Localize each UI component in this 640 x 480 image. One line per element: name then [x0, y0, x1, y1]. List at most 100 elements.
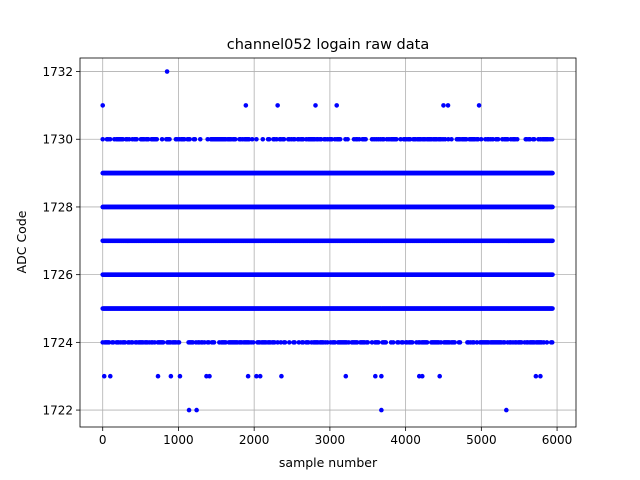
data-point: [409, 340, 415, 345]
data-point: [383, 340, 389, 345]
data-point: [159, 136, 165, 142]
data-point: [474, 340, 480, 345]
data-point: [531, 136, 537, 142]
data-point: [549, 340, 555, 345]
data-point: [452, 340, 457, 345]
data-point: [100, 136, 106, 142]
data-point: [260, 136, 266, 142]
data-point: [400, 340, 406, 345]
data-point: [245, 373, 251, 379]
data-point: [155, 373, 161, 379]
data-point: [211, 340, 217, 345]
data-point: [505, 136, 510, 142]
data-point: [292, 340, 297, 345]
data-point: [254, 136, 259, 142]
data-point: [475, 136, 481, 142]
y-tick-label: 1730: [42, 133, 73, 147]
data-point: [398, 136, 403, 142]
data-point: [346, 340, 351, 345]
data-point: [281, 136, 287, 142]
data-point: [329, 136, 335, 142]
data-point: [446, 136, 451, 142]
data-point: [176, 340, 182, 345]
data-point: [278, 340, 284, 345]
data-point: [249, 136, 255, 142]
data-point: [550, 204, 555, 210]
data-point: [100, 103, 106, 108]
data-point: [202, 340, 207, 345]
data-point: [369, 340, 375, 345]
x-tick-label: 3000: [315, 433, 346, 447]
data-point: [550, 306, 555, 311]
plot-frame: [79, 57, 577, 428]
data-point: [182, 136, 187, 142]
data-point: [154, 136, 160, 142]
data-point: [343, 373, 349, 379]
data-point: [246, 136, 252, 142]
data-point: [296, 340, 302, 345]
data-point: [232, 136, 238, 142]
data-point: [544, 340, 550, 345]
data-point: [442, 136, 448, 142]
data-point: [445, 103, 451, 108]
data-point: [376, 340, 381, 345]
data-point: [527, 136, 533, 142]
data-point: [533, 373, 539, 379]
data-point: [223, 340, 228, 345]
data-point: [122, 340, 128, 345]
data-point: [279, 373, 284, 379]
data-point: [194, 407, 199, 413]
data-point: [337, 136, 343, 142]
data-point: [438, 340, 444, 345]
x-tick-label: 4000: [390, 433, 421, 447]
y-tick-label: 1728: [42, 200, 73, 214]
data-point: [504, 407, 509, 413]
y-tick-label: 1722: [42, 404, 73, 418]
axis-ticks: 0 1000 2000 3000 4000 5000 6000 1722 1724 1726 172…: [42, 65, 572, 447]
data-point: [334, 103, 340, 108]
data-point: [514, 136, 520, 142]
data-point: [292, 136, 297, 142]
x-tick-label: 5000: [466, 433, 497, 447]
data-point: [381, 136, 386, 142]
data-point: [167, 136, 172, 142]
data-point: [318, 136, 324, 142]
data-point: [306, 340, 311, 345]
data-point: [345, 136, 350, 142]
y-tick-label: 1724: [42, 336, 73, 350]
data-point: [106, 340, 112, 345]
data-point: [449, 136, 454, 142]
data-point: [168, 373, 174, 379]
data-point: [197, 136, 203, 142]
data-point: [275, 103, 280, 108]
data-point: [550, 238, 555, 244]
data-point: [390, 340, 396, 345]
data-point: [186, 407, 192, 413]
data-point: [187, 136, 192, 142]
data-point: [126, 136, 132, 142]
y-tick-label: 1726: [42, 268, 73, 282]
data-point: [275, 340, 280, 345]
data-point: [146, 136, 151, 142]
x-axis-label: sample number: [279, 455, 378, 470]
data-point: [476, 103, 482, 108]
data-point: [254, 373, 259, 379]
data-point: [207, 373, 212, 379]
data-point: [365, 340, 371, 345]
data-points: [100, 69, 555, 413]
data-point: [550, 272, 555, 277]
data-point: [206, 340, 212, 345]
data-point: [363, 136, 368, 142]
data-point: [300, 340, 306, 345]
data-point: [282, 340, 288, 345]
data-point: [519, 340, 524, 345]
data-point: [134, 136, 139, 142]
x-tick-label: 2000: [239, 433, 270, 447]
data-point: [407, 136, 413, 142]
x-tick-label: 6000: [542, 433, 573, 447]
data-point: [190, 340, 196, 345]
data-point: [177, 373, 183, 379]
y-axis-label: ADC Code: [14, 210, 29, 273]
data-point: [120, 136, 126, 142]
